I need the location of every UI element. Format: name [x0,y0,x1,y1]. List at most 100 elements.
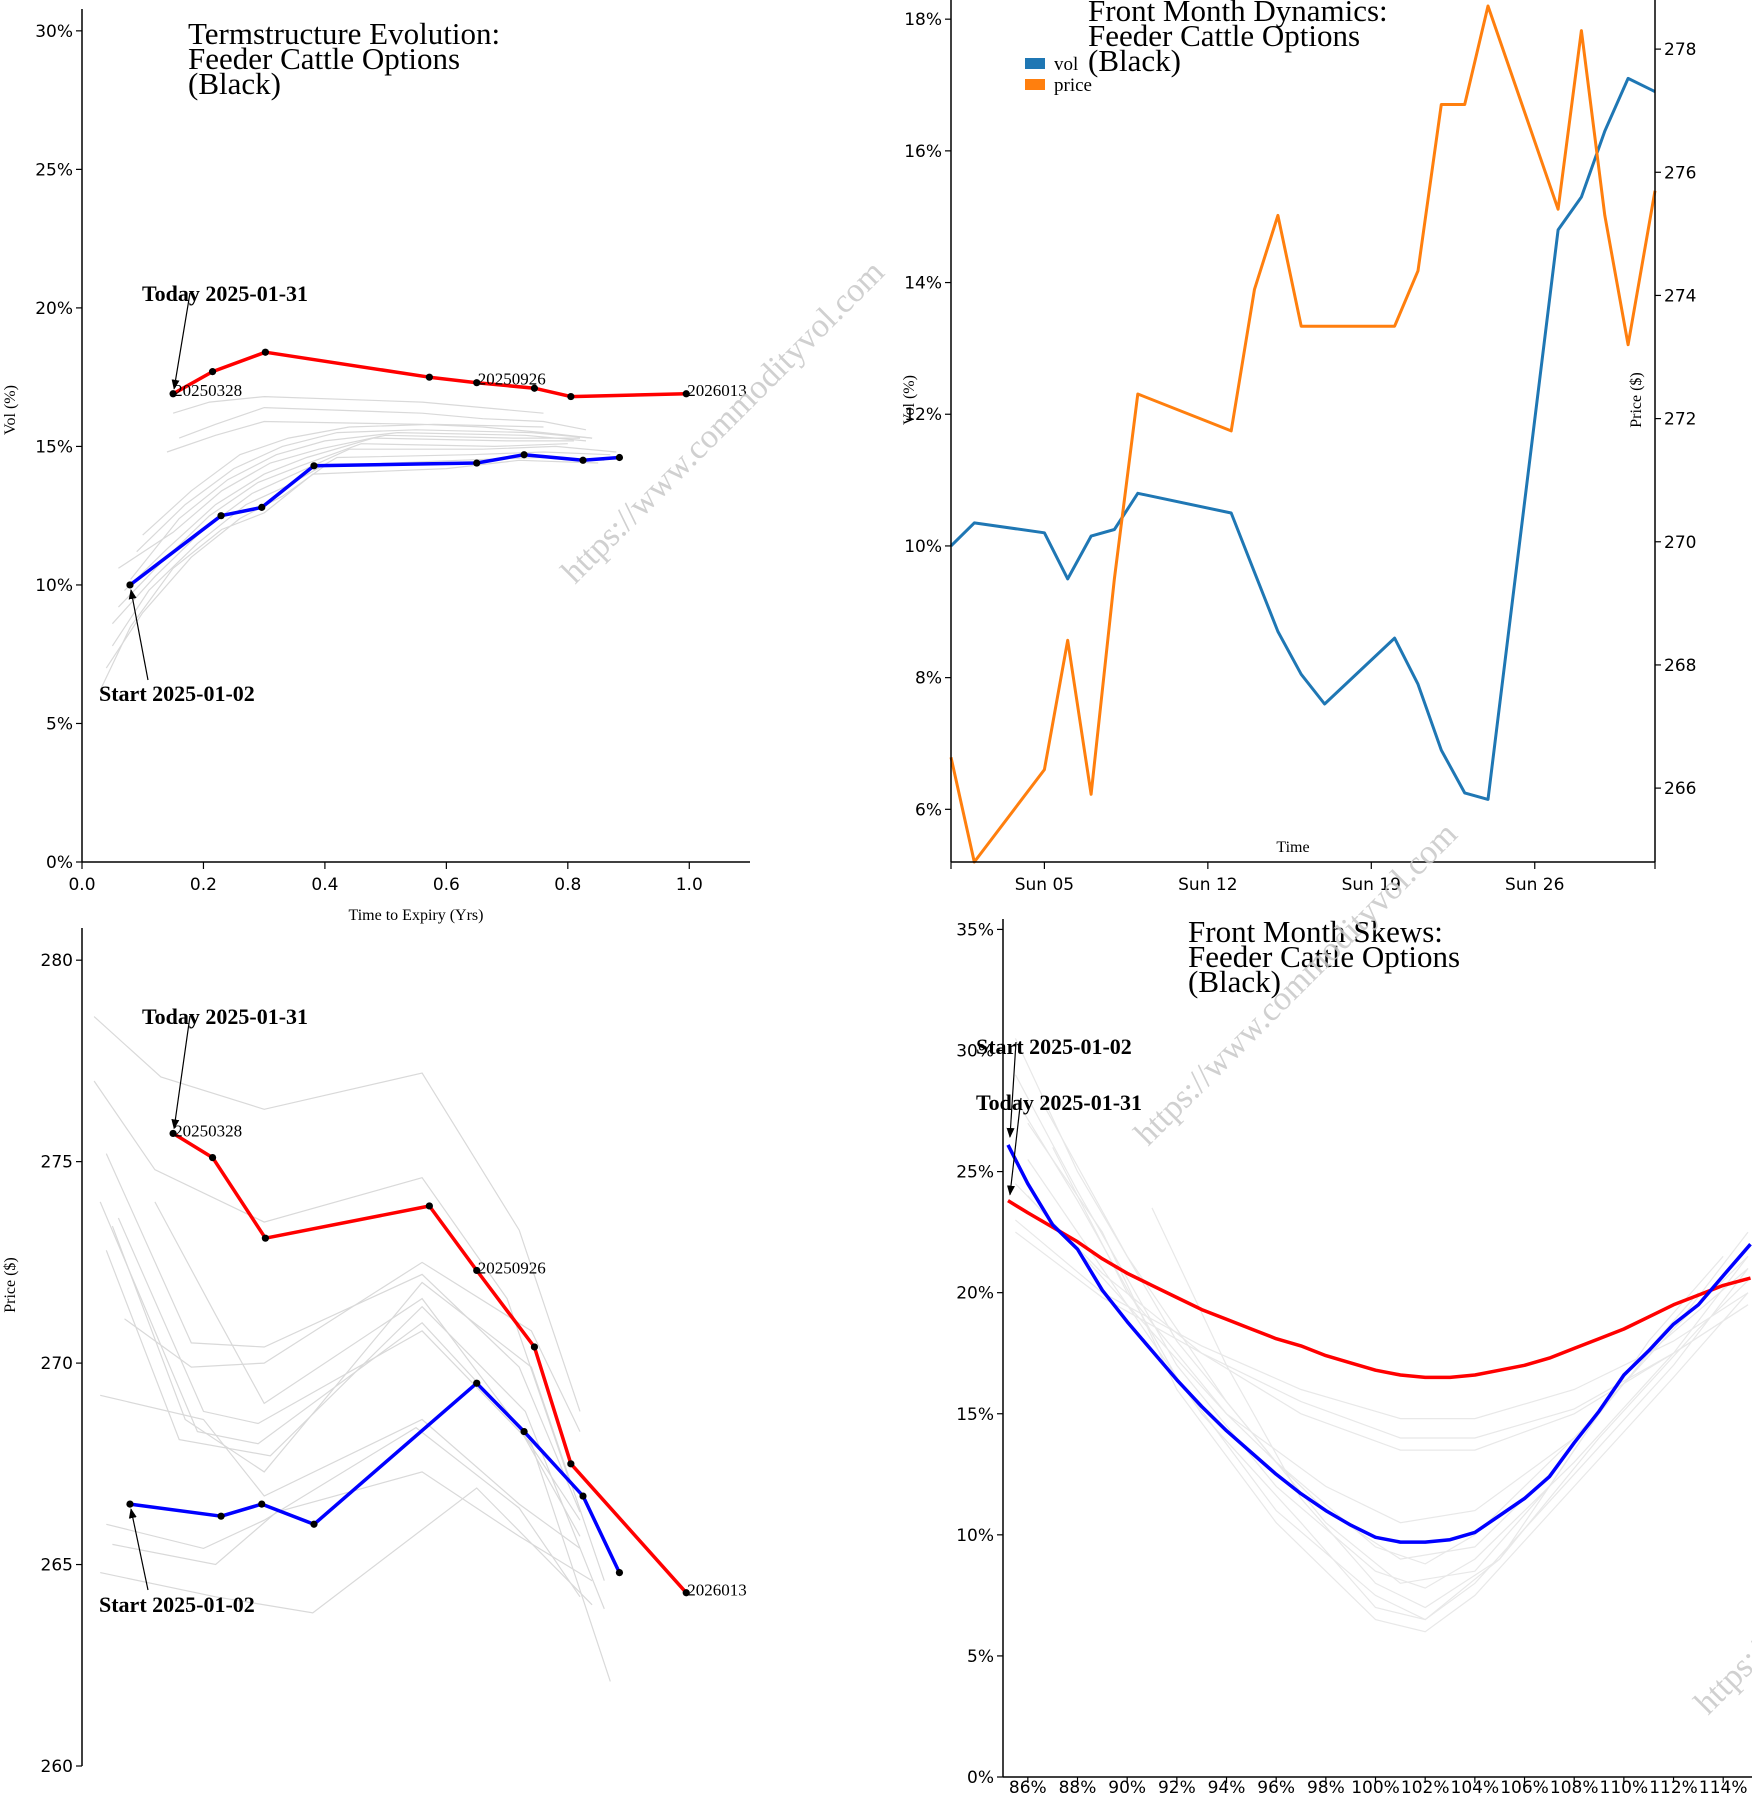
today-point [425,1202,433,1210]
dynamics-chart: 6% 8% 10% 12% 14% 16% 18% 266 268 270 272 274 276 278… [901,0,1696,895]
skews-x-tick-label: 98% [1307,1778,1345,1796]
dynamics-y-tick-label: 16% [904,142,942,162]
today-point [567,1460,575,1468]
termstructure-y-tick-label: 10% [35,576,73,596]
expiry-label: 20250328 [174,1121,242,1140]
dynamics-y2-tick-label: 266 [1664,779,1696,799]
history-curve [1014,1098,1749,1621]
start-point [579,456,587,464]
x-axis-title: Time to Expiry (Yrs) [349,907,484,924]
prices-y-tick-label: 280 [41,951,73,971]
history-curve [154,1201,581,1521]
today-point [208,368,217,376]
termstructure-x-tick-label: 0.6 [433,875,460,895]
y-axis-title: Vol (%) [901,375,918,425]
skews-y-tick-label: 0% [967,1768,994,1788]
history-curve [105,456,605,669]
termstructure-title-line: Termstructure Evolution: [188,16,500,51]
skews-x-tick-label: 100% [1351,1778,1400,1796]
today-point [682,1589,690,1597]
dynamics-y2-tick-label: 278 [1664,40,1696,60]
skews-title-line: Front Month Skews: [1188,914,1443,949]
start-point [217,1512,225,1520]
history-curve [1027,1159,1749,1621]
history-curve [1027,1122,1749,1633]
history-curve [118,434,580,569]
start-arrow [128,1508,149,1591]
y-axis-title: Vol (%) [2,385,19,435]
start-point [520,1427,528,1436]
history-curve [136,429,593,553]
start-curve [128,452,620,587]
dynamics-y-tick-label: 18% [904,10,942,30]
watermark: https://www.commodityvol.com [1127,816,1464,1153]
skews-title-line: (Black) [1188,964,1281,999]
skews-x-tick-label: 102% [1401,1778,1450,1796]
start-annotation: Start 2025-01-02 [99,1592,255,1617]
dynamics-x-tick-label: Sun 05 [1015,875,1074,895]
termstructure-chart: 20250328 20250926 2026013 Today 2025-01-31 S… [2,9,750,924]
termstructure-y-tick-label: 30% [35,22,73,42]
start-point [217,512,225,520]
history-curve [124,437,574,591]
y2-axis-title: Price ($) [1628,372,1645,428]
today-point [169,1129,177,1138]
today-arrow [171,1015,191,1130]
termstructure-x-tick-label: 0.4 [311,875,338,895]
expiry-label: 2026013 [687,1581,747,1600]
history-curve [105,1250,605,1610]
skews-x-tick-label: 104% [1451,1778,1500,1796]
history-curve [93,1080,569,1477]
start-point [615,1569,624,1577]
termstructure-y-tick-label: 20% [35,299,73,319]
today-annotation: Today 2025-01-31 [142,281,308,306]
dynamics-title-line: Front Month Dynamics: [1088,0,1388,28]
skews-x-tick-label: 112% [1649,1778,1698,1796]
legend-swatch-price [1025,79,1045,90]
start-arrow [1006,1041,1017,1138]
prices-y-tick-label: 275 [41,1153,73,1173]
history-curve [105,1153,581,1513]
dynamics-y2-tick-label: 274 [1664,286,1696,306]
termstructure-x-tick-label: 1.0 [676,875,703,895]
history-curve [1027,1195,1749,1524]
history-curve [99,459,599,691]
legend-swatch-vol [1025,58,1045,69]
dynamics-y-tick-label: 12% [904,405,942,425]
prices-y-tick-label: 260 [41,1757,73,1777]
expiry-label: 20250926 [478,1258,546,1277]
history-curve [111,445,617,625]
termstructure-y-tick-label: 5% [46,714,73,734]
skews-x-tick-label: 110% [1600,1778,1649,1796]
skews-y-tick-label: 35% [956,920,994,940]
start-arrow [128,588,149,681]
start-point [126,1500,134,1508]
history-curve [100,1487,593,1614]
termstructure-y-tick-label: 25% [35,160,73,180]
termstructure-y-tick-label: 0% [46,853,73,873]
termstructure-title-line: (Black) [188,66,281,101]
dynamics-y2-tick-label: 270 [1664,533,1696,553]
skews-y-tick-label: 20% [956,1284,994,1304]
x-axis-title: Time [1276,839,1309,856]
start-point [615,453,624,462]
today-point [169,390,177,398]
vol-line [949,76,1656,801]
start-point [258,503,266,511]
legend-label-price: price [1054,75,1092,96]
history-curve [1052,1147,1749,1560]
start-point [310,1520,318,1528]
history-curve [1151,1207,1724,1609]
skews-y-tick-label: 10% [956,1526,994,1546]
dynamics-title-line: Feeder Cattle Options [1088,18,1360,53]
skews-x-tick-label: 92% [1158,1778,1196,1796]
today-annotation: Today 2025-01-31 [976,1090,1142,1115]
start-annotation: Start 2025-01-02 [99,681,255,706]
history-curve [130,431,587,580]
skews-chart: Start 2025-01-02 Today 2025-01-31 0% 5% 10% 1… [956,914,1752,1796]
dynamics-y-tick-label: 6% [915,800,942,820]
prices-y-tick-label: 265 [41,1556,73,1576]
termstructure-y-tick-label: 15% [35,437,73,457]
